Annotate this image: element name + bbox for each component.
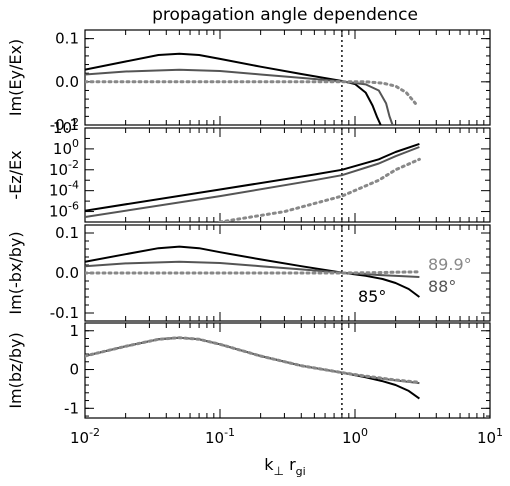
y-tick-label: 1 [69, 322, 79, 340]
series-group [85, 336, 421, 400]
series-line [85, 336, 420, 400]
series-line [85, 146, 420, 218]
y-axis-label: Im(Ey/Ex) [6, 39, 25, 116]
panel-frame [84, 29, 491, 126]
y-axis-label: Im(-bx/by) [6, 231, 25, 314]
series-group [85, 142, 421, 222]
x-axis: 10-2 10-1 100 101 [70, 426, 503, 447]
series-line [85, 80, 417, 105]
y-tick-label: -1 [64, 399, 79, 417]
y-tick-label: 100 [53, 137, 79, 158]
series-line [85, 270, 421, 275]
series-annotation: 85° [358, 287, 386, 306]
series-line [85, 142, 420, 212]
series-line [85, 260, 420, 278]
y-axis-label: -Ez/Ex [6, 150, 25, 199]
y-tick-label: 0.1 [55, 224, 79, 242]
x-tick-label: 10-1 [205, 426, 235, 447]
panel-bx: 0.1 0.0 -0.1 Im(-bx/by) 89.9° 88° 85° [6, 224, 491, 322]
series-line [85, 336, 421, 384]
y-tick-label: -0.1 [50, 116, 79, 134]
series-line [85, 68, 394, 125]
x-tick-label: 101 [477, 426, 503, 447]
y-tick-label: 10-6 [49, 200, 79, 221]
series-annotation: 88° [428, 277, 456, 296]
y-tick-label: 0.1 [55, 30, 79, 48]
x-tick-label: 10-2 [70, 426, 100, 447]
y-tick-label: 10-2 [49, 158, 79, 179]
panel-bz: 1 0 -1 Im(bz/by) [6, 322, 491, 419]
x-tick-label: 100 [342, 426, 368, 447]
y-tick-label: 10-4 [49, 179, 79, 200]
series-group [85, 52, 417, 125]
panel-frame [84, 127, 491, 223]
series-line [85, 245, 420, 298]
y-axis-label: Im(bz/by) [6, 332, 25, 408]
y-tick-label: 0 [69, 361, 79, 379]
series-annotation: 89.9° [428, 255, 472, 274]
y-tick-label: 0.0 [55, 73, 79, 91]
y-tick-label: 102 [53, 116, 79, 137]
chart-title: propagation angle dependence [152, 5, 418, 25]
series-line [218, 157, 421, 222]
x-axis-label: k⊥ rgi [264, 455, 305, 478]
y-tick-label: 0.0 [55, 264, 79, 282]
panel-ey: 0.1 0.0 -0.1 Im(Ey/Ex) [6, 29, 491, 134]
series-line [85, 52, 382, 125]
y-tick-label: -0.1 [50, 304, 79, 322]
panel-frame [84, 322, 491, 419]
series-group [85, 245, 421, 298]
